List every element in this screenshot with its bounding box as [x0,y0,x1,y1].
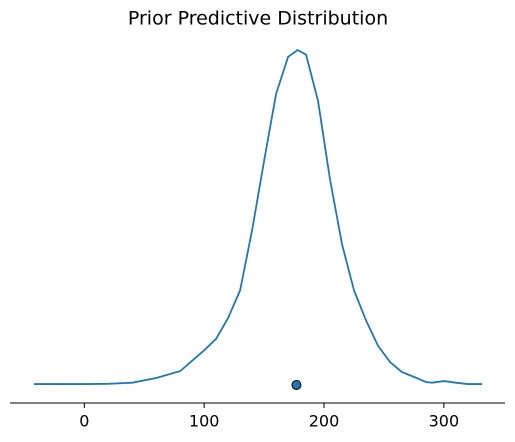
chart-title: Prior Predictive Distribution [128,8,388,30]
x-tick-label: 0 [79,412,89,431]
x-tick-label: 200 [309,412,340,431]
density-line [33,48,483,385]
point-estimate [291,379,302,390]
x-tick-label: 300 [429,412,460,431]
x-tick-label: 100 [189,412,220,431]
